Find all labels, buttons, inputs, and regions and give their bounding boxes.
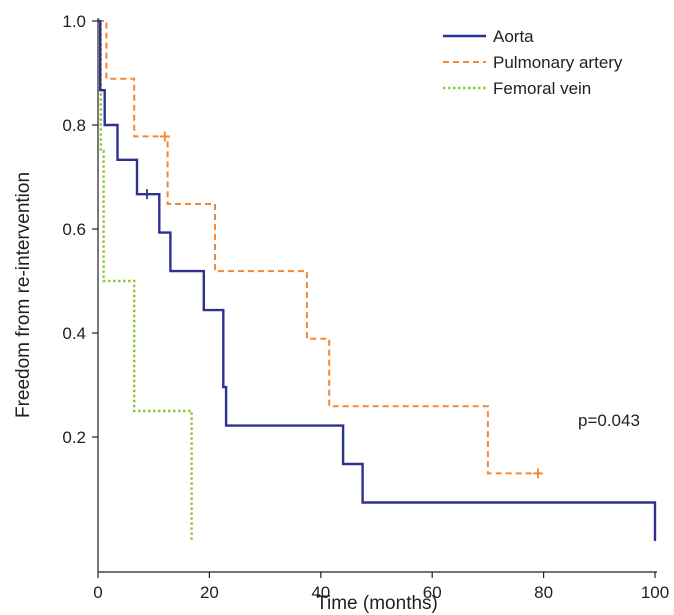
series-line-pulmonary-artery — [98, 20, 541, 475]
y-tick-label: 0.6 — [62, 220, 86, 239]
y-ticks: 0.2 0.4 0.6 0.8 1.0 — [62, 12, 98, 447]
x-tick-label: 100 — [641, 583, 669, 602]
series-line-aorta — [98, 19, 657, 541]
p-value-annotation: p=0.043 — [578, 411, 640, 430]
y-tick-label: 0.4 — [62, 324, 86, 343]
censor-mark — [142, 189, 153, 200]
legend-label: Aorta — [493, 27, 534, 46]
series-layer — [98, 19, 657, 541]
axes — [97, 18, 657, 573]
x-tick-label: 0 — [93, 583, 102, 602]
x-tick-label: 80 — [534, 583, 553, 602]
censor-mark — [533, 468, 544, 479]
y-tick-label: 0.2 — [62, 428, 86, 447]
x-axis-title: Time (months) — [316, 593, 438, 614]
censor-mark — [159, 131, 170, 142]
legend-label: Femoral vein — [493, 79, 591, 98]
x-tick-label: 40 — [311, 583, 330, 602]
y-tick-label: 0.8 — [62, 116, 86, 135]
series-line-femoral-vein — [98, 19, 193, 541]
y-tick-label: 1.0 — [62, 12, 86, 31]
legend-label: Pulmonary artery — [493, 53, 623, 72]
legend: Aorta Pulmonary artery Femoral vein — [443, 27, 623, 98]
x-tick-label: 20 — [200, 583, 219, 602]
y-axis-title: Freedom from re-intervention — [13, 172, 34, 418]
x-tick-label: 60 — [423, 583, 442, 602]
x-ticks: 0 20 40 60 80 100 — [93, 572, 669, 602]
